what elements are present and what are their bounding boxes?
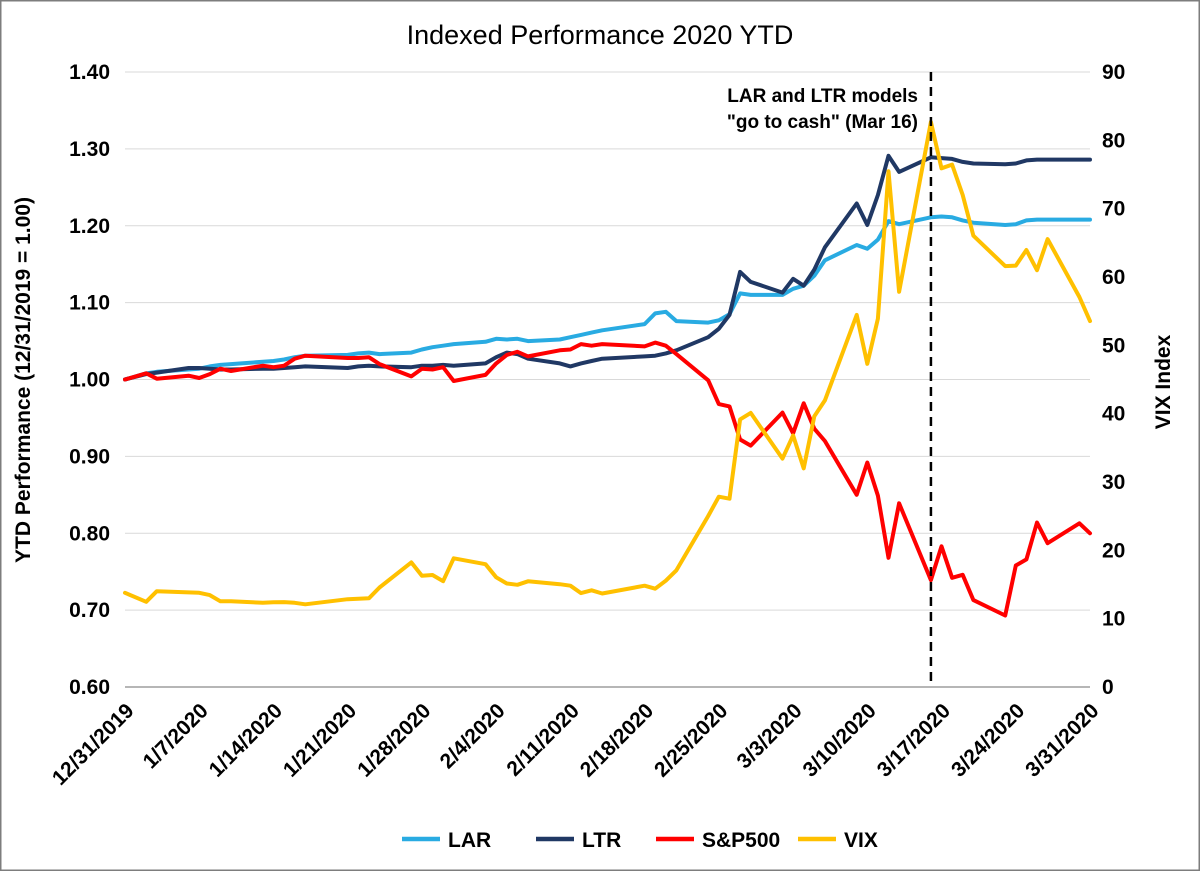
series-line-S&P500 [123,340,1092,618]
right-tick-label: 30 [1102,471,1125,494]
left-axis-title: YTD Performance (12/31/2019 = 1.00) [12,197,35,563]
annotation-line-2: "go to cash" (Mar 16) [727,112,918,133]
right-tick-label: 50 [1102,334,1125,357]
left-tick-label: 0.70 [69,599,110,622]
x-tick-label: 3/3/2020 [733,699,807,773]
legend: LAR LTR S&P500 VIX [402,829,878,852]
left-tick-label: 0.60 [69,676,110,699]
left-tick-label: 0.80 [69,522,110,545]
x-tick-label: 2/11/2020 [502,699,584,781]
x-tick-label: 3/10/2020 [799,699,881,781]
legend-label-LTR: LTR [582,829,621,852]
series-line-VIX [123,120,1092,607]
left-tick-label: 1.20 [69,215,110,238]
x-tick-label: 1/21/2020 [279,699,361,781]
legend-item-S&P500: S&P500 [656,829,780,852]
right-tick-label: 40 [1102,403,1125,426]
annotation-line-1: LAR and LTR models [727,86,918,107]
right-tick-label: 10 [1102,608,1125,631]
left-tick-label: 1.00 [69,369,110,392]
legend-label-VIX: VIX [844,829,878,852]
legend-item-LTR: LTR [536,829,621,852]
right-axis-title: VIX Index [1152,334,1175,429]
series-lines [123,120,1092,618]
chart-title: Indexed Performance 2020 YTD [407,20,794,50]
x-tick-label: 1/28/2020 [353,699,435,781]
x-tick-label: 3/24/2020 [947,699,1029,781]
x-tick-label: 12/31/2019 [48,699,139,790]
left-axis-tick-labels: 0.60 0.70 0.80 0.90 1.00 1.10 1.20 1.30 1.40 [69,61,110,699]
left-tick-label: 1.10 [69,292,110,315]
legend-item-LAR: LAR [402,829,491,852]
legend-item-VIX: VIX [798,829,878,852]
x-tick-label: 3/31/2020 [1021,699,1103,781]
x-axis-tick-labels: 12/31/2019 1/7/20201/14/20201/21/20201/28… [48,699,1104,790]
x-tick-label: 1/7/2020 [139,699,213,773]
left-tick-label: 1.30 [69,138,110,161]
right-tick-label: 0 [1102,676,1114,699]
x-tick-label: 1/14/2020 [205,699,287,781]
gridlines [125,71,1090,688]
right-axis-tick-labels: 0 10 20 30 40 50 60 70 80 90 [1102,61,1125,699]
right-tick-label: 60 [1102,266,1125,289]
legend-label-S&P500: S&P500 [702,829,780,852]
x-tick-label: 3/17/2020 [873,699,955,781]
series-line-LAR [123,214,1092,382]
right-tick-label: 80 [1102,129,1125,152]
x-tick-label: 2/4/2020 [436,699,510,773]
left-tick-label: 0.90 [69,445,110,468]
right-tick-label: 20 [1102,539,1125,562]
right-tick-label: 90 [1102,61,1125,84]
left-tick-label: 1.40 [69,61,110,84]
x-tick-label: 2/18/2020 [576,699,658,781]
right-tick-label: 70 [1102,198,1125,221]
legend-label-LAR: LAR [448,829,491,852]
x-tick-label: 2/25/2020 [650,699,732,781]
